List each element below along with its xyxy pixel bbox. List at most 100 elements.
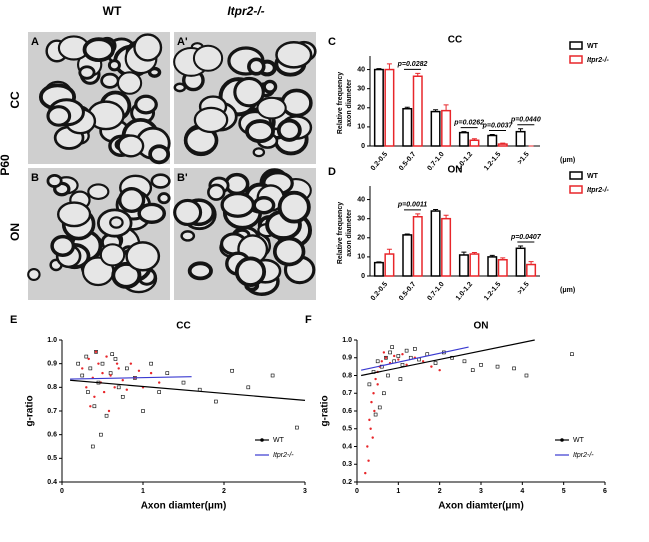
error-bar <box>518 245 524 249</box>
axon <box>109 216 124 229</box>
y-tick-label: 0.8 <box>342 372 352 379</box>
point <box>433 361 438 365</box>
x-tick-label: 3 <box>479 488 483 495</box>
chart-title: CC <box>176 321 190 332</box>
point <box>94 350 98 354</box>
point <box>512 366 516 371</box>
bar <box>430 210 441 277</box>
point <box>405 363 408 367</box>
fit-line <box>70 376 192 380</box>
point <box>157 390 161 394</box>
x-tick-label: 2 <box>438 488 442 495</box>
error-bar <box>489 134 495 136</box>
x-tick-label: 2 <box>222 488 226 495</box>
fit-line <box>361 339 535 377</box>
x-tick-label: 0 <box>355 488 359 495</box>
y-tick-label: 0.7 <box>47 408 57 415</box>
bar <box>497 143 508 147</box>
panel-letter: D <box>328 166 336 178</box>
axon <box>187 261 213 281</box>
point <box>129 362 133 365</box>
point <box>372 392 375 395</box>
legend-label: WT <box>587 43 599 50</box>
error-bar <box>433 208 439 212</box>
axon <box>78 65 96 80</box>
legend-label: Itpr2-/- <box>573 452 594 459</box>
point <box>413 347 417 351</box>
age-label: P60 <box>0 154 12 176</box>
axon <box>247 57 266 76</box>
y-tick-label: 40 <box>357 196 365 203</box>
axon <box>207 183 226 201</box>
y-axis-label: g-ratio <box>320 395 331 426</box>
point <box>158 381 161 384</box>
bar <box>402 107 413 147</box>
y-tick-label: 0.3 <box>342 461 352 468</box>
point <box>246 385 251 390</box>
point <box>89 405 92 408</box>
point <box>397 358 400 361</box>
legend-swatch <box>569 171 583 180</box>
p-value: p=0.0407 <box>510 234 542 241</box>
bar <box>441 217 452 277</box>
y-axis-label: axon diameter <box>346 209 353 257</box>
point <box>109 374 112 377</box>
y-tick-label: 0 <box>361 273 365 280</box>
point <box>390 345 394 349</box>
axon <box>118 187 146 213</box>
point <box>214 399 218 404</box>
panel-letter: A' <box>177 36 188 48</box>
x-tick-label: 5 <box>562 488 566 495</box>
point <box>396 354 401 358</box>
error-bar <box>404 233 410 235</box>
point <box>366 445 369 448</box>
micrographs: A A' B B' <box>27 32 317 300</box>
point <box>368 418 371 422</box>
x-tick-label: 1 <box>396 488 400 495</box>
bar <box>373 68 384 147</box>
axon <box>82 37 115 63</box>
panel-letter: F <box>305 314 312 326</box>
x-tick-label: 6 <box>603 488 607 495</box>
y-tick-label: 1.0 <box>47 337 57 344</box>
y-tick-label: 0.5 <box>47 455 57 462</box>
chart-title: ON <box>448 165 463 176</box>
panel-letter: B <box>31 172 39 184</box>
axon <box>27 268 41 282</box>
x-tick-label: 1.2-1.5 <box>483 151 502 172</box>
axon <box>280 88 313 118</box>
error-bar <box>415 72 421 77</box>
p-value: p=0.0262 <box>453 120 484 127</box>
point <box>165 371 170 375</box>
bar <box>412 75 423 147</box>
fit-line <box>70 379 306 401</box>
y-tick-label: 0.9 <box>342 355 352 362</box>
panel-letter: A <box>31 36 39 48</box>
point <box>367 459 370 462</box>
error-bar <box>471 251 477 255</box>
y-tick-label: 0.2 <box>342 479 352 486</box>
axon <box>252 196 276 215</box>
point <box>108 371 113 375</box>
point <box>97 362 100 365</box>
bar <box>469 139 480 147</box>
point <box>149 371 153 375</box>
point <box>373 409 376 413</box>
point <box>120 394 125 399</box>
point <box>121 379 124 382</box>
point <box>295 425 299 430</box>
error-bar <box>500 257 506 260</box>
y-axis-label: Relative frequency <box>337 72 344 134</box>
x-tick-label: 0 <box>60 488 64 495</box>
point <box>113 386 116 389</box>
axon <box>180 230 196 242</box>
point <box>84 354 89 359</box>
bar <box>487 256 498 277</box>
x-tick-label: 1.0-1.2 <box>455 281 474 302</box>
x-tick-label: 1 <box>141 488 145 495</box>
point <box>104 413 109 418</box>
point <box>125 388 128 391</box>
x-tick-label: 0.2-0.5 <box>370 281 389 302</box>
axon <box>220 192 256 218</box>
axon <box>116 71 143 95</box>
